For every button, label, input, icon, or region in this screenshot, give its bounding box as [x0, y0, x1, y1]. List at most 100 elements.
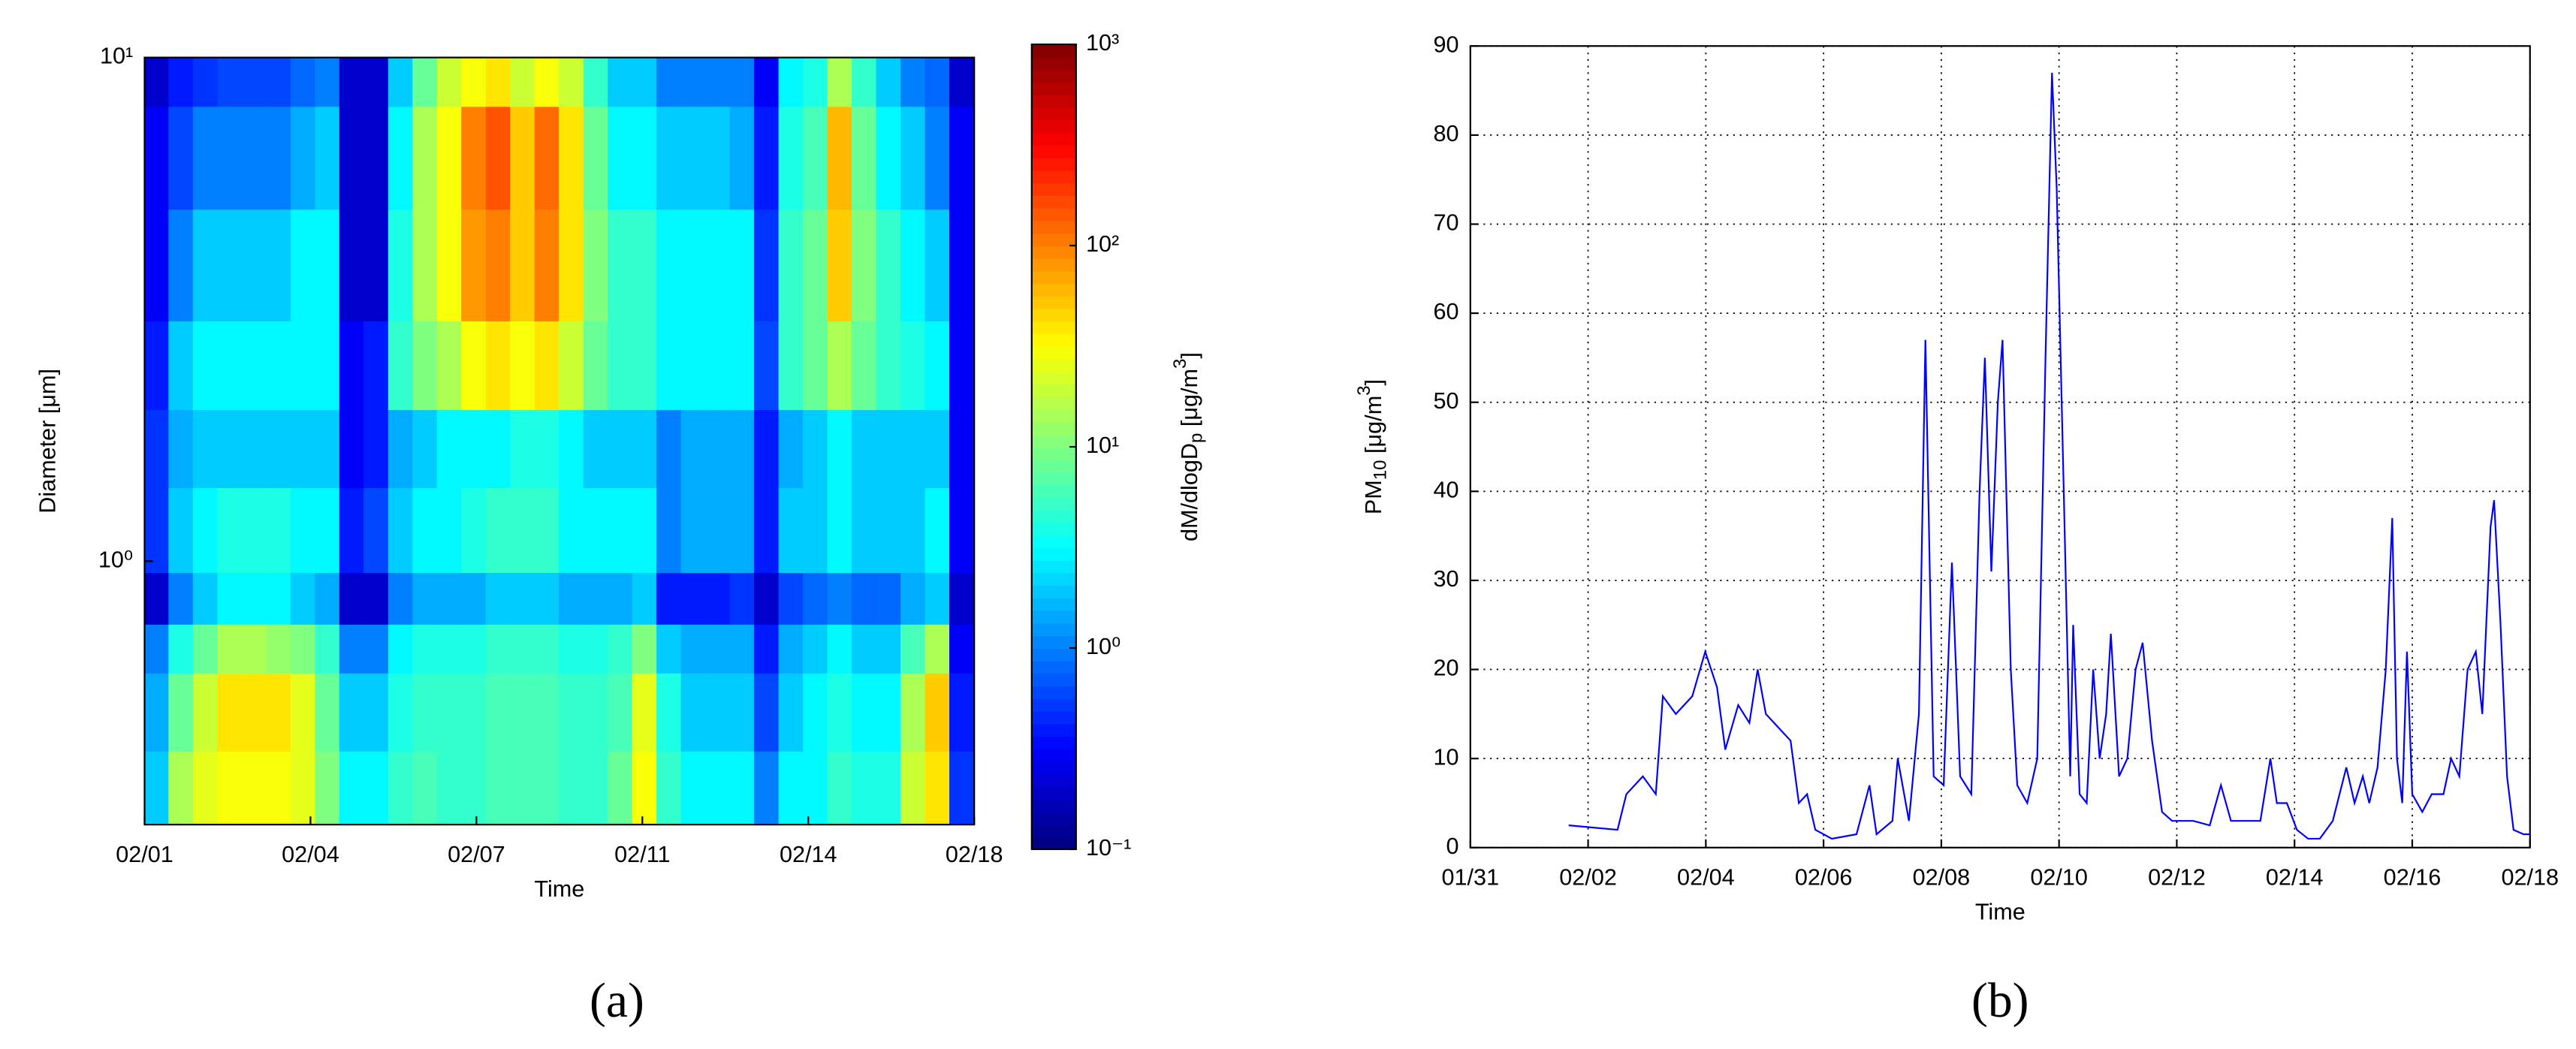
colorbar-swatch [1031, 522, 1076, 536]
heatmap-cell [949, 320, 975, 411]
heatmap-cell [559, 672, 584, 752]
heatmap-cell [534, 408, 560, 489]
heatmap-cell [363, 571, 390, 625]
heatmap-cell [290, 672, 316, 752]
colorbar-swatch [1031, 132, 1076, 146]
heatmap-cell [412, 672, 439, 752]
heatmap-cell [143, 105, 170, 210]
heatmap-cell [339, 56, 365, 107]
heatmap-cell [900, 571, 926, 625]
heatmap-cell [217, 56, 243, 107]
heatmap-cell [241, 320, 267, 411]
heatmap-cell [436, 487, 463, 574]
heatmap-cell [729, 208, 756, 322]
heatmap-cell [729, 56, 756, 107]
heatmap-cell [168, 408, 195, 489]
heatmap-cell [827, 56, 853, 107]
heatmap-cell [852, 320, 877, 411]
label-part: ] [1177, 352, 1202, 359]
heatmap-cell [143, 320, 170, 411]
x-tick-label: 02/08 [1913, 864, 1971, 890]
colorbar-swatch [1031, 598, 1076, 611]
axes-box [143, 56, 976, 826]
heatmap-cell [436, 105, 463, 210]
heatmap-cell [925, 105, 951, 210]
heatmap-cell [583, 56, 609, 107]
colorbar-tick-label: 10² [1086, 231, 1119, 257]
heatmap-cell [315, 320, 341, 411]
heatmap-cell [363, 750, 390, 825]
heatmap-cell [632, 623, 658, 674]
heatmap-cell [778, 571, 804, 625]
heatmap-cell [900, 408, 926, 489]
heatmap-cell [266, 320, 292, 411]
heatmap-cell [534, 750, 560, 825]
heatmap-cell [632, 105, 658, 210]
heatmap-cell [949, 672, 975, 752]
heatmap-cell [192, 623, 219, 674]
heatmap-cell [583, 623, 609, 674]
colorbar-swatch [1031, 296, 1076, 309]
x-tick-label: 02/16 [2384, 864, 2442, 890]
heatmap-cell [705, 672, 731, 752]
colorbar-swatch [1031, 723, 1076, 737]
heatmap-cell [680, 320, 707, 411]
colorbar-swatch [1031, 408, 1076, 423]
heatmap-cell [754, 408, 780, 489]
heatmap-cell [510, 56, 536, 107]
colorbar-swatch [1031, 233, 1076, 246]
colorbar-swatch [1031, 44, 1076, 58]
colorbar-swatch [1031, 836, 1076, 850]
heatmap-cell [925, 320, 951, 411]
heatmap-cell [608, 487, 633, 574]
heatmap-cell [827, 571, 853, 625]
heatmap-cell [266, 487, 292, 574]
heatmap-cell [632, 750, 658, 825]
heatmap-cell [559, 408, 584, 489]
heatmap-cell [900, 208, 926, 322]
heatmap-cell [168, 672, 195, 752]
heatmap-cell [266, 750, 292, 825]
heatmap-cell [656, 487, 682, 574]
colorbar-swatch [1031, 773, 1076, 788]
heatmap-cell [925, 571, 951, 625]
heatmap-cell [608, 571, 633, 625]
heatmap-cell [827, 672, 853, 752]
colorbar-swatch [1031, 145, 1076, 158]
heatmap-cell [583, 105, 609, 210]
colorbar-swatch [1031, 698, 1076, 712]
heatmap-cell [656, 105, 682, 210]
colorbar-swatch [1031, 346, 1076, 360]
y-tick-label: 20 [1433, 656, 1458, 681]
y-tick-label: 60 [1433, 299, 1458, 324]
colorbar-tick-label: 10⁰ [1086, 634, 1121, 659]
heatmap-cell [778, 320, 804, 411]
heatmap-cell [461, 623, 487, 674]
heatmap-cell [632, 56, 658, 107]
heatmap-cell [217, 320, 243, 411]
colorbar-swatch [1031, 258, 1076, 272]
colorbar-swatch [1031, 761, 1076, 775]
heatmap-cell [754, 750, 780, 825]
heatmap-cell [729, 750, 756, 825]
heatmap-cell [778, 623, 804, 674]
heatmap-cell [680, 750, 707, 825]
heatmap-cell [143, 408, 170, 489]
heatmap-cell [388, 487, 414, 574]
heatmap-cell [192, 208, 219, 322]
colorbar-tick-label: 10³ [1086, 30, 1119, 56]
heatmap-cell [949, 105, 975, 210]
heatmap-cell [559, 56, 584, 107]
heatmap-cell [705, 208, 731, 322]
heatmap-cell [412, 56, 439, 107]
label-part: p [1187, 433, 1207, 443]
heatmap-cell [632, 208, 658, 322]
heatmap-cell [900, 320, 926, 411]
colorbar-swatch [1031, 535, 1076, 548]
colorbar-swatch [1031, 824, 1076, 838]
heatmap-cell [803, 750, 828, 825]
heatmap-cell [485, 320, 511, 411]
heatmap-cell [925, 750, 951, 825]
